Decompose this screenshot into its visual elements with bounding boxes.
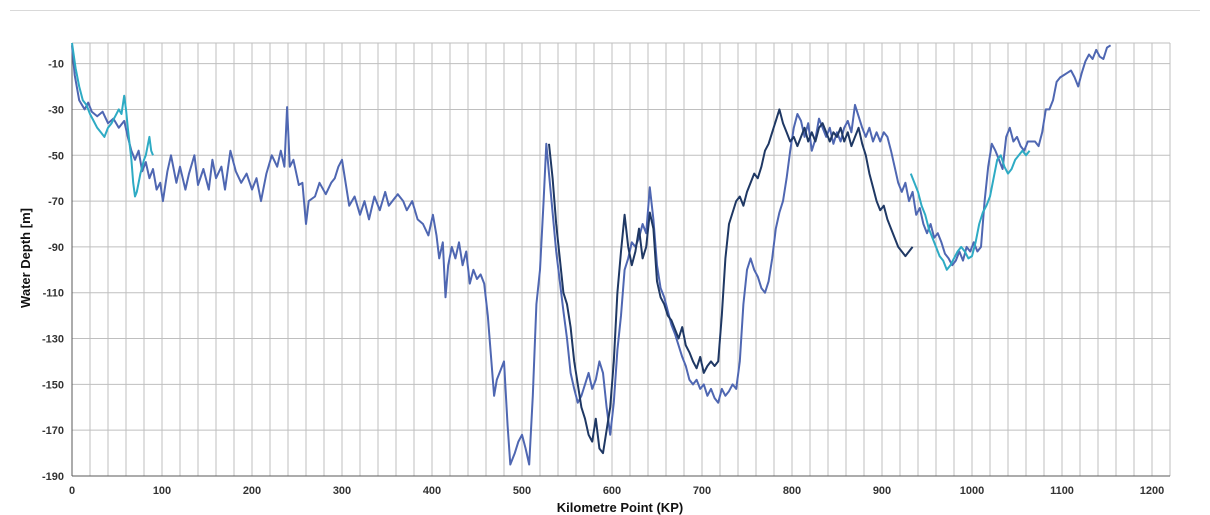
x-tick-label: 1100 [1050, 485, 1074, 497]
y-tick-label: -10 [48, 59, 64, 71]
x-axis-title: Kilometre Point (KP) [557, 500, 683, 515]
y-tick-label: -50 [48, 150, 64, 162]
y-tick-label: -190 [42, 471, 64, 483]
x-tick-label: 800 [783, 485, 801, 497]
y-tick-label: -130 [42, 334, 64, 346]
x-tick-label: 0 [69, 485, 75, 497]
y-tick-label: -70 [48, 196, 64, 208]
x-tick-label: 100 [153, 485, 171, 497]
y-tick-label: -30 [48, 104, 64, 116]
series-line-3 [909, 149, 1031, 271]
x-tick-label: 700 [693, 485, 711, 497]
series-line-3 [71, 42, 154, 198]
x-tick-label: 300 [333, 485, 351, 497]
x-axis-ticks: 0 100 200 300 400 500 600 700 800 900 1000 1100 1200 [69, 485, 1164, 497]
y-axis-title: Water Depth [m] [18, 208, 33, 308]
y-tick-label: -90 [48, 242, 64, 254]
y-tick-label: -170 [42, 425, 64, 437]
y-tick-label: -150 [42, 379, 64, 391]
x-tick-label: 500 [513, 485, 531, 497]
chart-series [71, 42, 1112, 466]
x-tick-label: 400 [423, 485, 441, 497]
series-line-1 [71, 44, 1112, 466]
x-tick-label: 200 [243, 485, 261, 497]
x-tick-label: 600 [603, 485, 621, 497]
top-divider [10, 10, 1200, 11]
x-tick-label: 1000 [960, 485, 984, 497]
y-axis-ticks: -10 -30 -50 -70 -90 -110 -130 -150 -170 -190 [42, 59, 64, 483]
series-line-2 [548, 108, 914, 455]
x-tick-label: 1200 [1140, 485, 1164, 497]
y-tick-label: -110 [43, 288, 64, 300]
x-tick-label: 900 [873, 485, 891, 497]
